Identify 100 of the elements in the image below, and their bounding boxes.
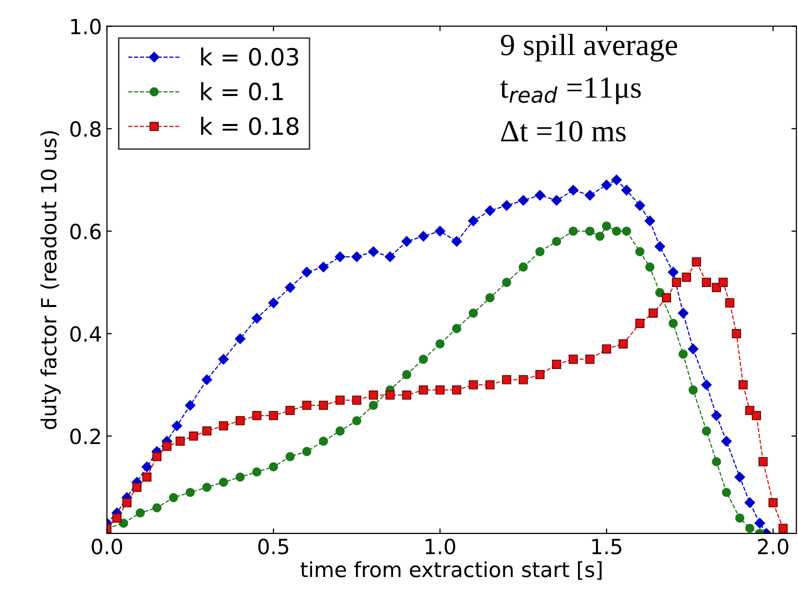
point (668, 318, 678, 328)
x-axis-title: time from extraction start [s] (300, 561, 602, 580)
x-tick-label: 0.0 (92, 538, 122, 554)
point (132, 482, 142, 492)
point (252, 467, 262, 477)
point (384, 251, 396, 262)
point (402, 390, 412, 400)
point (612, 226, 622, 236)
y-tick-label: 0.8 (70, 121, 101, 137)
point (401, 236, 412, 247)
point (268, 462, 278, 472)
point (236, 416, 245, 426)
point (318, 262, 329, 272)
point (568, 354, 578, 364)
point (186, 488, 195, 498)
point (768, 498, 778, 508)
point (402, 370, 412, 380)
point (611, 174, 622, 186)
point (142, 461, 152, 472)
point (252, 411, 262, 420)
x-tick-label: 0.5 (258, 538, 288, 554)
point (452, 385, 462, 395)
point (535, 247, 545, 256)
point (678, 308, 688, 318)
y-axis-title: duty factor F (readout 10 us) (40, 131, 61, 430)
point (602, 344, 612, 354)
point (635, 247, 644, 256)
annotation: Δt =10 ms (501, 120, 626, 142)
point (218, 354, 229, 365)
point (635, 318, 644, 328)
point (152, 503, 162, 512)
point (236, 472, 245, 482)
point (678, 350, 688, 359)
point (334, 251, 346, 262)
point (732, 329, 742, 338)
point (122, 498, 132, 508)
x-tick-label: 1.5 (592, 538, 622, 554)
x-tick-label: 1.0 (426, 538, 456, 554)
point (738, 380, 748, 390)
legend-label: k = 0.03 (201, 47, 298, 66)
point (318, 400, 328, 410)
point (136, 508, 145, 518)
point (518, 195, 529, 206)
point (552, 236, 562, 246)
point (648, 308, 658, 318)
point (718, 278, 728, 287)
point (734, 472, 746, 482)
point (302, 400, 312, 410)
annotation: 9 spill average (500, 34, 678, 62)
point (368, 400, 378, 410)
point (744, 497, 756, 508)
point (535, 370, 545, 380)
point (418, 385, 428, 395)
point (176, 436, 185, 446)
point (385, 390, 395, 400)
point (184, 400, 196, 411)
point (712, 457, 722, 466)
point (595, 232, 604, 241)
point (645, 262, 654, 272)
point (601, 180, 612, 190)
annotation: t$_{read}$ =11μs (500, 77, 641, 104)
legend-label: k = 0.1 (201, 82, 283, 100)
y-tick-label: 0.2 (70, 428, 100, 444)
point (688, 385, 698, 395)
point (745, 406, 754, 416)
point (302, 446, 312, 456)
point (168, 492, 178, 502)
point (152, 452, 162, 462)
point (218, 421, 228, 430)
point (662, 293, 672, 302)
point (352, 416, 362, 426)
point (286, 452, 295, 462)
y-tick-label: 0.4 (70, 326, 101, 342)
point (725, 298, 734, 308)
point (688, 344, 698, 354)
point (202, 374, 212, 386)
point (702, 278, 712, 287)
point (268, 411, 278, 420)
point (778, 524, 788, 533)
point (301, 266, 312, 278)
point (552, 360, 562, 369)
point (568, 226, 578, 236)
point (682, 272, 692, 282)
point (234, 333, 246, 344)
point (352, 396, 362, 405)
point (336, 426, 345, 436)
point (468, 216, 479, 226)
point (162, 442, 172, 451)
point (672, 278, 682, 287)
point (722, 488, 732, 498)
x-tick-label: 2.0 (758, 538, 788, 554)
point (468, 308, 478, 318)
point (418, 230, 429, 242)
point (485, 380, 495, 390)
y-tick-label: 0.6 (70, 224, 101, 240)
point (284, 282, 296, 293)
point (502, 375, 512, 384)
point (754, 518, 766, 529)
point (484, 205, 496, 216)
point (188, 431, 198, 441)
